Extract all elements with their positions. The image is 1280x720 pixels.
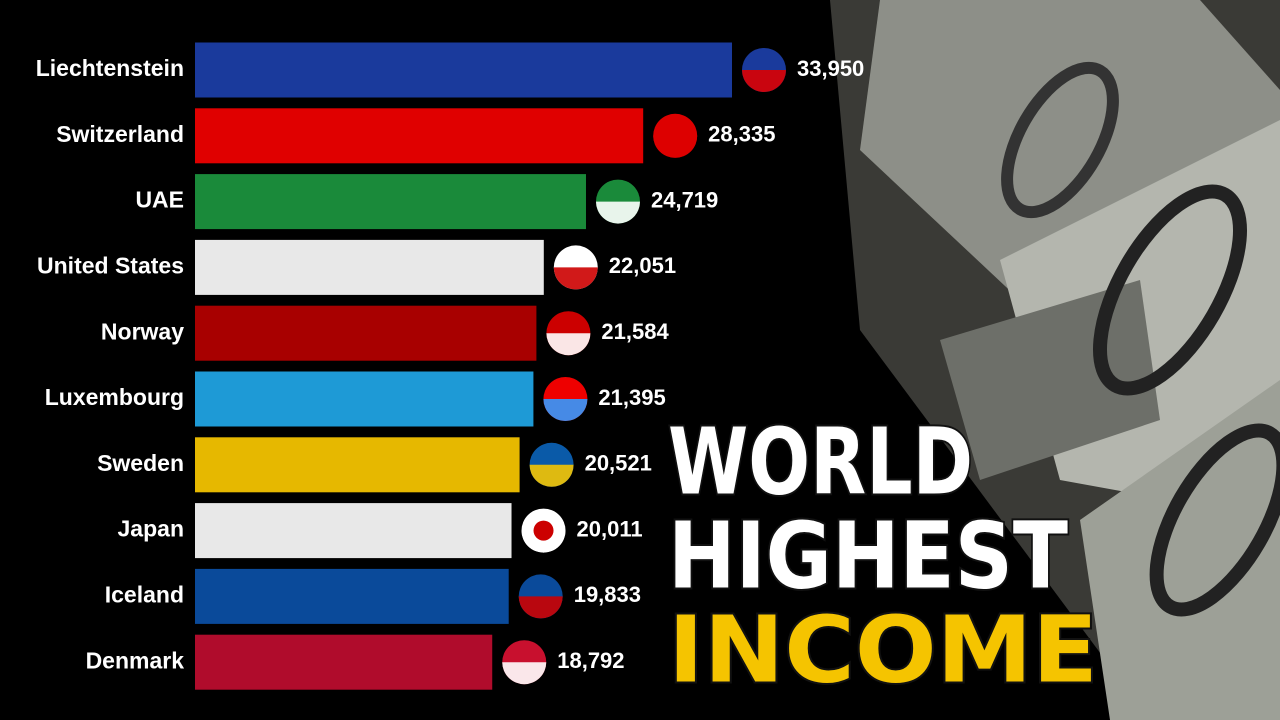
- flag: [521, 530, 566, 553]
- category-label: Luxembourg: [45, 384, 184, 410]
- title-line: HIGHEST: [668, 502, 1068, 609]
- value-label: 28,335: [708, 122, 775, 147]
- value-label: 24,719: [651, 187, 718, 212]
- bar: [195, 437, 520, 493]
- flag: [595, 201, 640, 224]
- category-label: Switzerland: [56, 121, 184, 147]
- bar: [195, 371, 534, 427]
- flag: [502, 662, 547, 685]
- flag: [553, 267, 598, 290]
- bar: [195, 305, 537, 361]
- bar: [195, 634, 493, 690]
- value-label: 33,950: [797, 56, 864, 81]
- category-label: Iceland: [105, 581, 184, 607]
- value-label: 21,584: [601, 319, 669, 344]
- money-image: [830, 0, 1280, 720]
- title-line: WORLD: [668, 408, 973, 515]
- value-label: 20,011: [577, 516, 643, 541]
- bar: [195, 239, 544, 295]
- flag: [546, 333, 591, 356]
- value-label: 18,792: [557, 648, 624, 673]
- value-label: 22,051: [609, 253, 676, 278]
- value-label: 19,833: [574, 582, 641, 607]
- flag: [543, 399, 588, 421]
- category-label: Liechtenstein: [36, 55, 184, 81]
- bars: Liechtenstein 33,950 Switzerland 28,335 UAE 2…: [36, 42, 864, 690]
- category-label: United States: [37, 252, 184, 278]
- category-label: UAE: [135, 187, 184, 213]
- flag: [742, 70, 786, 92]
- value-label: 21,395: [598, 385, 665, 410]
- flag: [653, 135, 698, 158]
- value-label: 20,521: [585, 451, 652, 476]
- bar: [195, 503, 512, 559]
- bar: [195, 568, 509, 624]
- bar: [195, 108, 644, 164]
- category-label: Denmark: [86, 647, 185, 673]
- bar: [195, 42, 732, 98]
- category-label: Japan: [118, 516, 184, 542]
- title-line: INCOME: [668, 596, 1098, 703]
- flag: [533, 520, 554, 541]
- bar: [195, 174, 586, 230]
- flag: [518, 596, 563, 619]
- category-label: Norway: [101, 318, 184, 344]
- category-label: Sweden: [97, 450, 184, 476]
- flag: [529, 464, 574, 487]
